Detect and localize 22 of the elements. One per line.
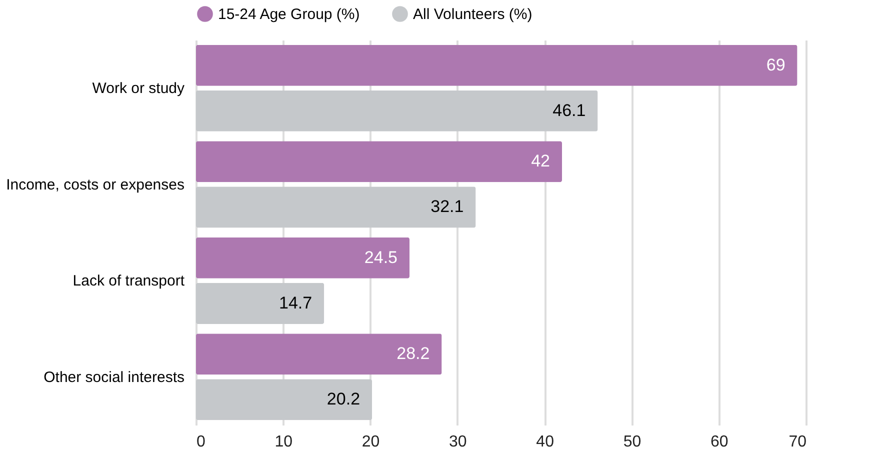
x-tick-label: 40 <box>536 434 554 450</box>
x-tick-label: 50 <box>623 434 642 450</box>
legend-label: All Volunteers (%) <box>413 6 532 23</box>
legend-label: 15-24 Age Group (%) <box>218 6 360 23</box>
x-tick-label: 20 <box>362 434 380 450</box>
x-tick-label: 0 <box>196 434 206 450</box>
data-label: 20.2 <box>326 390 360 409</box>
data-label: 32.1 <box>430 197 464 216</box>
data-label: 24.5 <box>364 248 398 267</box>
x-tick-label: 30 <box>449 434 467 450</box>
y-tick-label: Work or study <box>92 80 185 98</box>
y-tick-label: Lack of transport <box>72 272 186 290</box>
x-tick-label: 60 <box>710 434 728 450</box>
data-label: 46.1 <box>552 100 586 120</box>
data-label: 14.7 <box>279 293 312 312</box>
x-tick-label: 70 <box>788 434 807 450</box>
data-label: 28.2 <box>396 344 430 364</box>
y-tick-label: Income, costs or expenses <box>6 176 184 194</box>
x-tick-label: 10 <box>274 434 293 450</box>
y-tick-label: Other social interests <box>44 368 184 386</box>
data-label: 69 <box>766 55 786 74</box>
data-label: 42 <box>531 152 550 171</box>
